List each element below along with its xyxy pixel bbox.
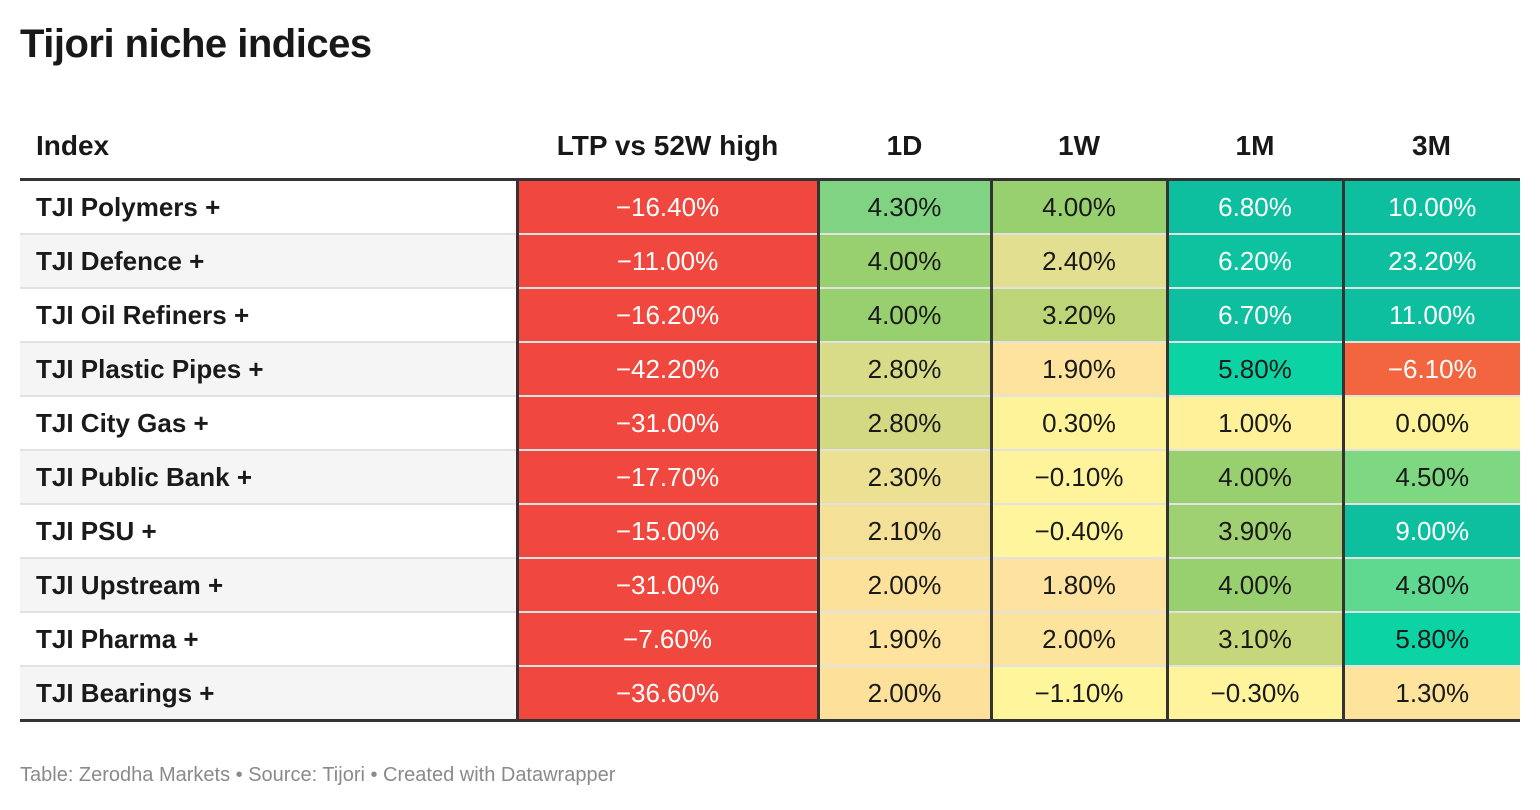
header-row: Index LTP vs 52W high 1D 1W 1M 3M (20, 114, 1520, 180)
table-body: TJI Polymers + −16.40% 4.30% 4.00% 6.80% 10.0… (20, 179, 1520, 722)
value-cell: 2.10% (816, 504, 991, 559)
value-cell: 1.00% (1165, 396, 1343, 451)
value-cell: 1.30% (1341, 666, 1520, 722)
index-name: TJI City Gas + (20, 396, 517, 451)
column-header[interactable]: 1M (1235, 130, 1275, 161)
value-cell: 3.90% (1165, 504, 1343, 559)
value-cell: 2.00% (816, 666, 991, 722)
table-row: TJI Plastic Pipes + −42.20% 2.80% 1.90% 5.80… (20, 342, 1520, 397)
value-cell: −16.20% (515, 288, 818, 343)
value-cell: 4.00% (1165, 558, 1343, 613)
value-cell: −11.00% (515, 234, 818, 289)
value-cell: 2.80% (816, 342, 991, 397)
table-row: TJI PSU + −15.00% 2.10% −0.40% 3.90% 9.00% (20, 504, 1520, 559)
value-cell: −0.40% (989, 504, 1167, 559)
value-cell: 2.80% (816, 396, 991, 451)
table-row: TJI Upstream + −31.00% 2.00% 1.80% 4.00% 4.80… (20, 558, 1520, 613)
index-name: TJI Polymers + (20, 179, 517, 235)
column-header[interactable]: 1W (1058, 130, 1100, 161)
index-name: TJI Plastic Pipes + (20, 342, 517, 397)
value-cell: −16.40% (515, 179, 818, 235)
value-cell: 23.20% (1341, 234, 1520, 289)
table-row: TJI City Gas + −31.00% 2.80% 0.30% 1.00% 0.00… (20, 396, 1520, 451)
index-name: TJI Public Bank + (20, 450, 517, 505)
value-cell: 1.90% (816, 612, 991, 667)
value-cell: 3.10% (1165, 612, 1343, 667)
value-cell: 6.80% (1165, 179, 1343, 235)
value-cell: 9.00% (1341, 504, 1520, 559)
index-name: TJI PSU + (20, 504, 517, 559)
value-cell: 11.00% (1341, 288, 1520, 343)
value-cell: 5.80% (1341, 612, 1520, 667)
value-cell: −31.00% (515, 558, 818, 613)
value-cell: −1.10% (989, 666, 1167, 722)
index-name: TJI Upstream + (20, 558, 517, 613)
index-name: TJI Bearings + (20, 666, 517, 722)
indices-table: Index LTP vs 52W high 1D 1W 1M 3M TJI Po… (20, 114, 1520, 722)
value-cell: 0.00% (1341, 396, 1520, 451)
value-cell: −0.30% (1165, 666, 1343, 722)
column-header[interactable]: 3M (1412, 130, 1451, 161)
table-row: TJI Public Bank + −17.70% 2.30% −0.10% 4.00%… (20, 450, 1520, 505)
value-cell: 4.00% (1165, 450, 1343, 505)
value-cell: 0.30% (989, 396, 1167, 451)
value-cell: 4.00% (816, 234, 991, 289)
value-cell: 2.00% (989, 612, 1167, 667)
value-cell: 4.00% (816, 288, 991, 343)
table-row: TJI Pharma + −7.60% 1.90% 2.00% 3.10% 5.80% (20, 612, 1520, 667)
value-cell: 3.20% (989, 288, 1167, 343)
column-header[interactable]: 1D (886, 130, 923, 161)
value-cell: 1.80% (989, 558, 1167, 613)
index-name: TJI Defence + (20, 234, 517, 289)
table-row: TJI Oil Refiners + −16.20% 4.00% 3.20% 6.70%… (20, 288, 1520, 343)
value-cell: −42.20% (515, 342, 818, 397)
value-cell: 10.00% (1341, 179, 1520, 235)
value-cell: 6.70% (1165, 288, 1343, 343)
value-cell: 4.30% (816, 179, 991, 235)
value-cell: −17.70% (515, 450, 818, 505)
value-cell: 2.40% (989, 234, 1167, 289)
value-cell: −0.10% (989, 450, 1167, 505)
table-row: TJI Defence + −11.00% 4.00% 2.40% 6.20% 23.20… (20, 234, 1520, 289)
value-cell: −36.60% (515, 666, 818, 722)
column-header[interactable]: Index (36, 130, 110, 161)
column-header[interactable]: LTP vs 52W high (556, 130, 779, 161)
chart-title: Tijori niche indices (20, 22, 372, 66)
table-row: TJI Polymers + −16.40% 4.30% 4.00% 6.80% 10.0… (20, 179, 1520, 235)
table-footer: Table: Zerodha Markets • Source: Tijori … (20, 764, 616, 786)
index-name: TJI Pharma + (20, 612, 517, 667)
value-cell: −6.10% (1341, 342, 1520, 397)
value-cell: −15.00% (515, 504, 818, 559)
value-cell: 6.20% (1165, 234, 1343, 289)
value-cell: 2.30% (816, 450, 991, 505)
value-cell: −7.60% (515, 612, 818, 667)
value-cell: 4.50% (1341, 450, 1520, 505)
value-cell: 4.00% (989, 179, 1167, 235)
value-cell: 4.80% (1341, 558, 1520, 613)
value-cell: 5.80% (1165, 342, 1343, 397)
value-cell: 2.00% (816, 558, 991, 613)
table-row: TJI Bearings + −36.60% 2.00% −1.10% −0.30% 1.… (20, 666, 1520, 722)
index-name: TJI Oil Refiners + (20, 288, 517, 343)
value-cell: −31.00% (515, 396, 818, 451)
value-cell: 1.90% (989, 342, 1167, 397)
